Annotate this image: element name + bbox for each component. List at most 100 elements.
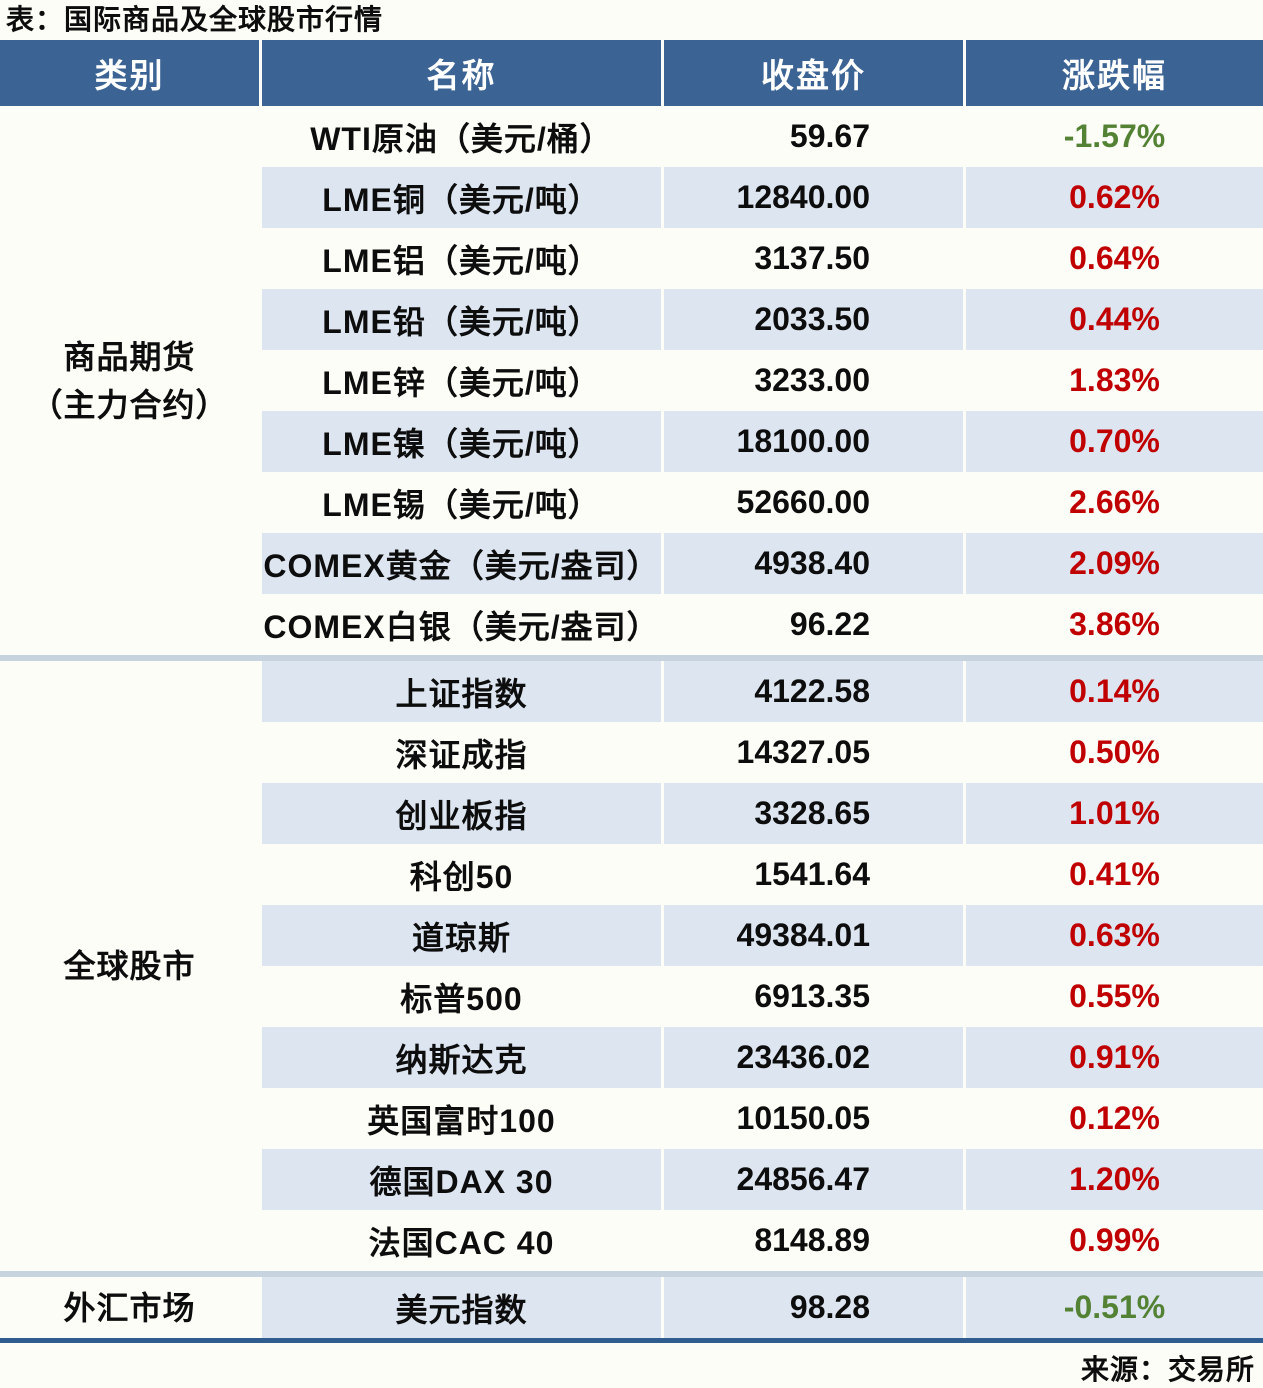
name-cell: 德国DAX 30	[259, 1149, 661, 1210]
header-cell-close: 收盘价	[661, 40, 963, 106]
category-label: 外汇市场	[63, 1289, 196, 1326]
name-cell: 上证指数	[259, 661, 661, 722]
close-price-cell: 23436.02	[661, 1027, 963, 1088]
close-price-cell: 4122.58	[661, 661, 963, 722]
table-row: LME锌（美元/吨） 3233.00 1.83%	[259, 350, 1263, 411]
name-cell: LME锌（美元/吨）	[259, 350, 661, 411]
table-bottom-border	[0, 1338, 1263, 1343]
table-title: 表：国际商品及全球股市行情	[6, 4, 384, 35]
name-cell: 标普500	[259, 966, 661, 1027]
category-label: （主力合约）	[30, 386, 229, 423]
name-cell: 美元指数	[259, 1277, 661, 1338]
change-percent-cell: -1.57%	[963, 106, 1263, 167]
name-cell: LME镍（美元/吨）	[259, 411, 661, 472]
close-price-cell: 49384.01	[661, 905, 963, 966]
table-row: 美元指数 98.28 -0.51%	[259, 1277, 1263, 1338]
close-price-cell: 4938.40	[661, 533, 963, 594]
close-price-cell: 96.22	[661, 594, 963, 655]
name-cell: 深证成指	[259, 722, 661, 783]
category-label: 全球股市	[63, 948, 196, 984]
close-price-cell: 3137.50	[661, 228, 963, 289]
change-percent-cell: -0.51%	[963, 1277, 1263, 1338]
change-percent-cell: 0.62%	[963, 167, 1263, 228]
name-cell: 创业板指	[259, 783, 661, 844]
close-price-cell: 8148.89	[661, 1210, 963, 1271]
change-percent-cell: 0.44%	[963, 289, 1263, 350]
change-percent-cell: 1.83%	[963, 350, 1263, 411]
table-row: WTI原油（美元/桶） 59.67 -1.57%	[259, 106, 1263, 167]
header-cell-name: 名称	[259, 40, 661, 106]
close-price-cell: 3328.65	[661, 783, 963, 844]
name-cell: 道琼斯	[259, 905, 661, 966]
table-row: 纳斯达克 23436.02 0.91%	[259, 1027, 1263, 1088]
change-percent-cell: 0.50%	[963, 722, 1263, 783]
name-cell: 纳斯达克	[259, 1027, 661, 1088]
change-percent-cell: 2.66%	[963, 472, 1263, 533]
name-cell: LME铅（美元/吨）	[259, 289, 661, 350]
close-price-cell: 6913.35	[661, 966, 963, 1027]
table-row: 标普500 6913.35 0.55%	[259, 966, 1263, 1027]
table-row: LME铝（美元/吨） 3137.50 0.64%	[259, 228, 1263, 289]
category-cell: 商品期货 （主力合约）	[0, 106, 259, 655]
name-cell: LME铝（美元/吨）	[259, 228, 661, 289]
name-cell: 英国富时100	[259, 1088, 661, 1149]
table-header-row: 类别 名称 收盘价 涨跌幅	[0, 40, 1263, 106]
table-row: LME铜（美元/吨） 12840.00 0.62%	[259, 167, 1263, 228]
change-percent-cell: 0.55%	[963, 966, 1263, 1027]
table-row: 英国富时100 10150.05 0.12%	[259, 1088, 1263, 1149]
change-percent-cell: 3.86%	[963, 594, 1263, 655]
name-cell: 法国CAC 40	[259, 1210, 661, 1271]
name-cell: LME锡（美元/吨）	[259, 472, 661, 533]
change-percent-cell: 0.12%	[963, 1088, 1263, 1149]
section-divider	[0, 655, 1263, 661]
table-row: COMEX白银（美元/盎司） 96.22 3.86%	[259, 594, 1263, 655]
table-row: 德国DAX 30 24856.47 1.20%	[259, 1149, 1263, 1210]
close-price-cell: 98.28	[661, 1277, 963, 1338]
table-section: 全球股市 上证指数 4122.58 0.14% 深证成指 14327.05 0.50% 创业板…	[0, 661, 1263, 1271]
table-row: 科创50 1541.64 0.41%	[259, 844, 1263, 905]
category-cell: 全球股市	[0, 661, 259, 1271]
category-label: 商品期货	[63, 338, 196, 375]
table-section: 商品期货 （主力合约） WTI原油（美元/桶） 59.67 -1.57% LME铜（美元/…	[0, 106, 1263, 655]
name-cell: LME铜（美元/吨）	[259, 167, 661, 228]
change-percent-cell: 0.70%	[963, 411, 1263, 472]
table-row: LME镍（美元/吨） 18100.00 0.70%	[259, 411, 1263, 472]
table-row: COMEX黄金（美元/盎司） 4938.40 2.09%	[259, 533, 1263, 594]
source-note: 来源：交易所	[1080, 1354, 1255, 1385]
name-cell: WTI原油（美元/桶）	[259, 106, 661, 167]
section-divider	[0, 1271, 1263, 1277]
name-cell: 科创50	[259, 844, 661, 905]
table-row: LME锡（美元/吨） 52660.00 2.66%	[259, 472, 1263, 533]
table-row: 深证成指 14327.05 0.50%	[259, 722, 1263, 783]
close-price-cell: 14327.05	[661, 722, 963, 783]
close-price-cell: 24856.47	[661, 1149, 963, 1210]
table-body: 商品期货 （主力合约） WTI原油（美元/桶） 59.67 -1.57% LME铜（美元/…	[0, 106, 1263, 1338]
table-row: 上证指数 4122.58 0.14%	[259, 661, 1263, 722]
table-row: 法国CAC 40 8148.89 0.99%	[259, 1210, 1263, 1271]
close-price-cell: 1541.64	[661, 844, 963, 905]
table-section: 外汇市场 美元指数 98.28 -0.51%	[0, 1277, 1263, 1338]
close-price-cell: 52660.00	[661, 472, 963, 533]
change-percent-cell: 0.64%	[963, 228, 1263, 289]
change-percent-cell: 0.63%	[963, 905, 1263, 966]
category-cell: 外汇市场	[0, 1277, 259, 1338]
table-row: LME铅（美元/吨） 2033.50 0.44%	[259, 289, 1263, 350]
change-percent-cell: 0.41%	[963, 844, 1263, 905]
table-row: 创业板指 3328.65 1.01%	[259, 783, 1263, 844]
change-percent-cell: 0.14%	[963, 661, 1263, 722]
change-percent-cell: 2.09%	[963, 533, 1263, 594]
change-percent-cell: 1.20%	[963, 1149, 1263, 1210]
close-price-cell: 3233.00	[661, 350, 963, 411]
close-price-cell: 10150.05	[661, 1088, 963, 1149]
close-price-cell: 59.67	[661, 106, 963, 167]
close-price-cell: 2033.50	[661, 289, 963, 350]
name-cell: COMEX白银（美元/盎司）	[259, 594, 661, 655]
header-cell-change: 涨跌幅	[963, 40, 1263, 106]
header-cell-category: 类别	[0, 40, 259, 106]
market-table: 类别 名称 收盘价 涨跌幅 商品期货 （主力合约） WTI原油（美元/桶） 59.67 -1.…	[0, 40, 1263, 1343]
change-percent-cell: 1.01%	[963, 783, 1263, 844]
close-price-cell: 18100.00	[661, 411, 963, 472]
close-price-cell: 12840.00	[661, 167, 963, 228]
change-percent-cell: 0.99%	[963, 1210, 1263, 1271]
table-row: 道琼斯 49384.01 0.63%	[259, 905, 1263, 966]
